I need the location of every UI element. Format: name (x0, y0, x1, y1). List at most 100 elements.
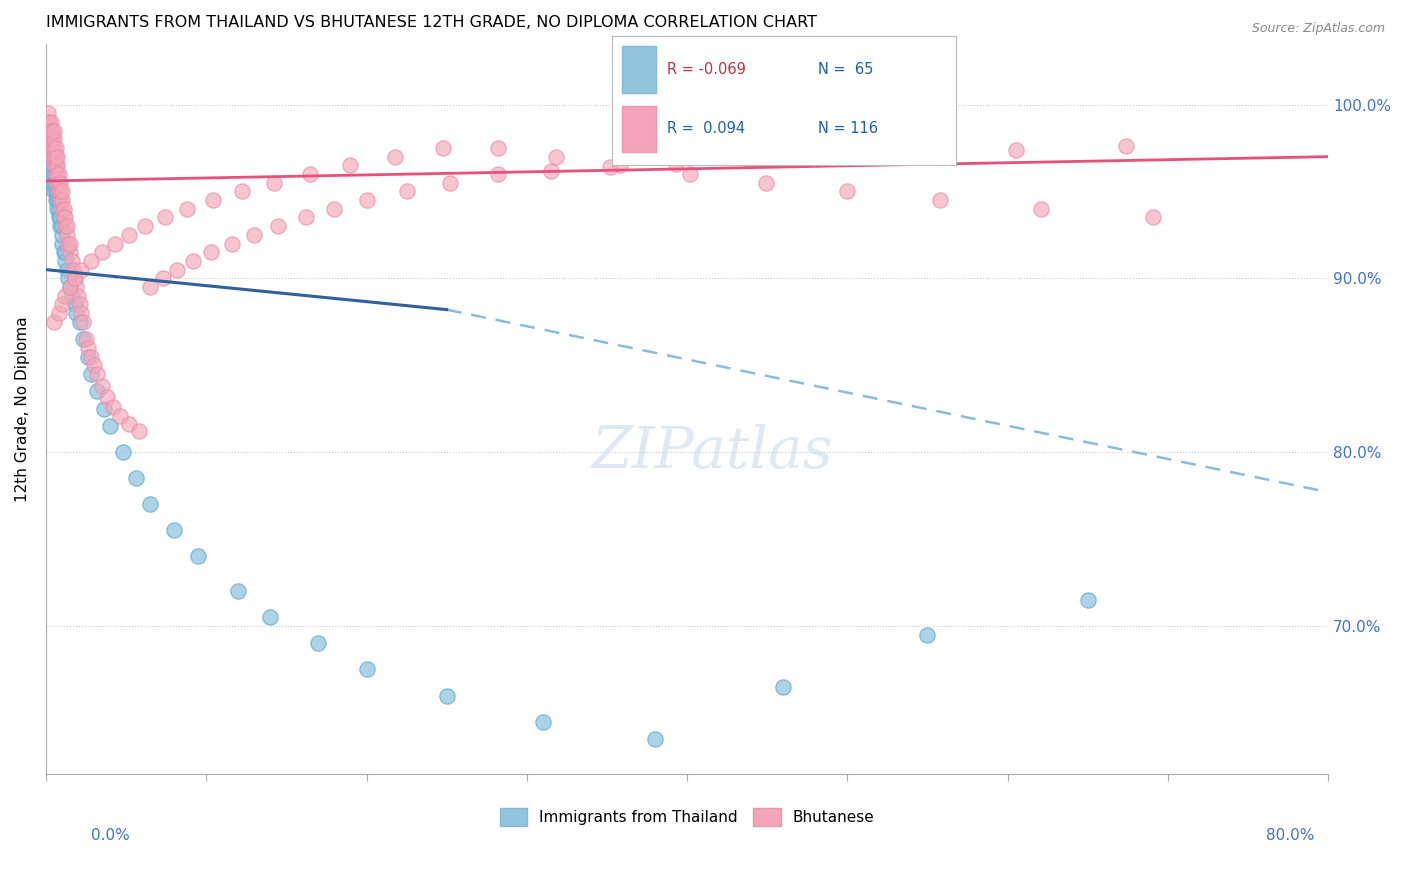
Point (39, 158, 62, 172)
Point (118, 417, 141, 432)
Point (37, 106, 59, 120)
Point (37, 132, 59, 146)
Point (486, 141, 509, 155)
Point (544, 150, 567, 164)
Point (42, 167, 65, 181)
Point (153, 211, 176, 225)
Text: R =  0.094: R = 0.094 (666, 121, 745, 136)
Point (436, 689, 458, 703)
Point (37, 141, 59, 155)
Point (307, 636, 329, 650)
Point (63, 271, 86, 285)
Point (38, 132, 60, 146)
Point (837, 185, 859, 199)
Point (41, 123, 63, 137)
Point (152, 271, 174, 285)
Point (644, 731, 666, 746)
Point (231, 185, 253, 199)
Point (183, 254, 205, 268)
Point (929, 193, 952, 207)
Point (42, 132, 65, 146)
Point (42, 185, 65, 199)
Point (201, 193, 224, 207)
Point (96, 390, 118, 404)
Point (37, 115, 59, 129)
Point (39, 115, 62, 129)
Text: N = 116: N = 116 (818, 121, 879, 136)
Point (103, 400, 125, 414)
Point (52, 245, 75, 260)
Point (39, 123, 62, 137)
Point (128, 425, 150, 439)
Point (163, 524, 186, 538)
Point (49, 219, 72, 234)
Point (53, 254, 76, 268)
Point (439, 176, 461, 190)
Point (259, 610, 281, 624)
Point (45, 167, 67, 181)
Point (98, 419, 121, 434)
Text: 80.0%: 80.0% (1267, 828, 1315, 843)
Point (166, 262, 188, 277)
Point (48, 167, 70, 181)
Point (59, 236, 82, 251)
Point (59, 280, 82, 294)
Point (45, 193, 67, 207)
Point (41, 132, 63, 146)
Point (200, 245, 222, 260)
Point (69, 297, 91, 311)
Point (125, 471, 148, 485)
Point (48, 306, 70, 320)
Point (72, 332, 94, 346)
Point (49, 185, 72, 199)
Point (108, 409, 131, 423)
Point (49, 193, 72, 207)
Point (1031, 202, 1053, 216)
Point (432, 141, 454, 155)
Point (69, 315, 91, 329)
Point (76, 350, 98, 364)
Point (76, 341, 98, 355)
Point (46, 158, 69, 172)
Point (53, 219, 76, 234)
Point (45, 185, 67, 199)
Point (72, 315, 94, 329)
Point (1077, 593, 1099, 607)
Point (679, 167, 702, 181)
Point (46, 176, 69, 190)
Point (51, 202, 73, 216)
Point (41, 141, 63, 155)
Point (65, 280, 87, 294)
Point (45, 150, 67, 164)
Point (42, 150, 65, 164)
Point (226, 584, 249, 599)
Point (755, 176, 778, 190)
Point (299, 167, 322, 181)
Point (45, 167, 67, 181)
Point (58, 236, 80, 251)
Point (86, 367, 108, 381)
Point (356, 663, 378, 677)
Point (51, 227, 73, 242)
Point (48, 211, 70, 225)
Point (48, 185, 70, 199)
Point (86, 384, 108, 399)
Point (56, 227, 79, 242)
Point (52, 211, 75, 225)
Point (41, 150, 63, 164)
Point (42, 158, 65, 172)
Point (49, 176, 72, 190)
Point (75, 332, 97, 346)
Point (38, 150, 60, 164)
Point (104, 236, 127, 251)
Point (56, 219, 79, 234)
Point (817, 150, 839, 164)
Text: ZIPatlas: ZIPatlas (592, 425, 834, 481)
Point (51, 219, 73, 234)
Bar (621, 46, 657, 93)
Point (80, 350, 103, 364)
Point (39, 132, 62, 146)
Point (48, 202, 70, 216)
Point (41, 167, 63, 181)
Point (91, 379, 114, 393)
